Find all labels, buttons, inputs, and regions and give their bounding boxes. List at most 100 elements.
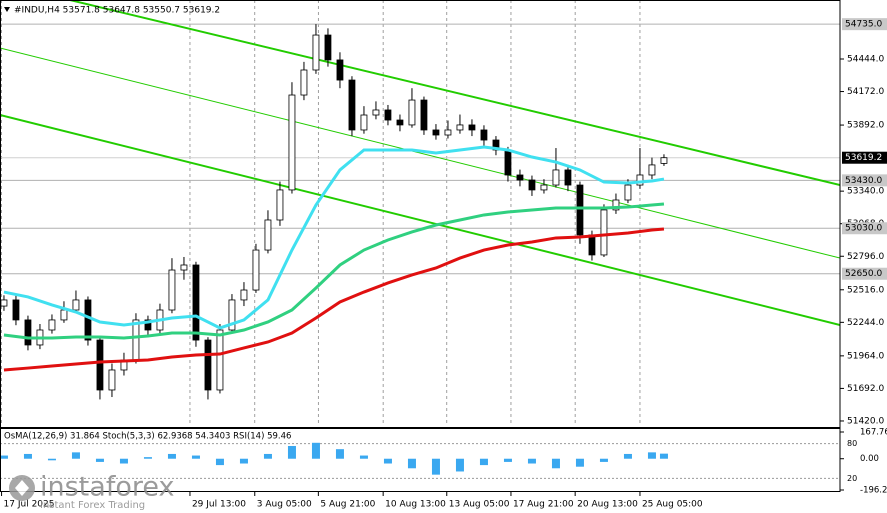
osma-bar [287,445,296,459]
level-box [842,174,887,187]
osma-bar [575,458,584,467]
candle-body [540,184,548,191]
candle-body [276,189,284,221]
x-tick-label: 25 Aug 05:00 [642,500,703,510]
candle-body [24,319,32,346]
y-tick-label: 53340.0 [847,187,884,197]
candle-body [12,299,20,321]
moving-average [3,145,665,330]
osma-bar [23,453,32,459]
candle-body [396,119,404,126]
trendline [65,0,840,187]
osma-bar [647,452,656,459]
indicator-tick-label: -196.272 [860,486,887,496]
y-tick-label: 53892.0 [847,121,884,131]
title-icon [4,7,10,12]
candle-body [648,164,656,176]
osma-bar [335,449,344,459]
osma-bar [431,458,440,475]
y-tick-label: 52796.0 [847,252,884,262]
chart-title: #INDU,H4 53571.8 53647.8 53550.7 53619.2 [14,6,220,16]
level-box [842,267,887,280]
osma-bar [263,453,272,459]
osma-bar [359,455,368,459]
y-tick-label: 52516.0 [847,285,884,295]
y-tick-label: 54172.0 [847,87,884,97]
level-box [842,18,887,31]
candle-body [132,319,140,361]
y-tick-label: 51692.0 [847,384,884,394]
candle-body [312,34,320,71]
candle-body [612,199,620,211]
candle-body [60,309,68,321]
x-tick-label: 20 Aug 13:00 [577,500,638,510]
stoch-level-label: 20 [847,474,857,483]
candle-body [384,109,392,121]
x-tick-label: 17 Jul 2025 [4,500,55,510]
x-tick-label: 17 Aug 21:00 [513,500,574,510]
x-tick-label: 13 Aug 05:00 [449,500,510,510]
trendline [0,114,840,326]
candle-body [528,179,536,191]
candle-body [600,209,608,256]
candle-body [180,264,188,271]
y-tick-label: 51964.0 [847,351,884,361]
osma-bar [551,458,560,469]
osma-bar [503,458,512,462]
candle-body [504,149,512,176]
stoch-level-label: 80 [847,439,857,448]
osma-bar [311,442,320,459]
osma-bar [167,453,176,459]
indicator-pane [0,442,840,479]
osma-bar [479,458,488,466]
x-tick-label: 5 Aug 21:00 [320,500,375,510]
candle-body [228,299,236,331]
level-label: 54735.0 [845,20,882,30]
candle-body [516,174,524,181]
level-label: 52650.0 [845,269,882,279]
candle-body [468,124,476,131]
candle-body [0,299,8,307]
candle-body [288,94,296,191]
osma-bar [215,458,224,466]
x-tick-label: 29 Jul 13:00 [192,500,246,510]
osma-bar [383,458,392,464]
candle-body [564,169,572,186]
candle-body [204,339,212,391]
candle-body [72,299,80,311]
y-tick-label: 51420.0 [847,416,884,426]
candle-body [360,114,368,131]
level-box [842,222,887,235]
candle-body [144,319,152,331]
candle-body [420,99,428,131]
candle-body [252,249,260,291]
logo: instaforex Instant Forex Trading [9,472,174,511]
candle-body [660,157,668,164]
y-tick-label: 54444.0 [847,54,884,64]
candle-body [372,109,380,116]
logo-icon-mark [15,480,29,496]
osma-bar [407,458,416,469]
candle-body [300,69,308,96]
main-frame [0,0,841,428]
osma-bar [599,458,608,462]
candle-body [456,124,464,131]
y-tick-label: 52244.0 [847,318,884,328]
osma-bar [119,458,128,464]
candle-body [636,174,644,186]
level-label: 53430.0 [845,176,882,186]
candle-body [264,219,272,251]
candle-body [444,129,452,136]
indicator-tick-label: 167.769 [860,428,887,438]
axes: 54444.054172.053892.053340.053068.052796… [1,18,887,510]
candle-body [96,339,104,391]
x-tick-label: 3 Aug 05:00 [257,500,312,510]
osma-bar [527,458,536,464]
osma-bar [71,452,80,459]
osma-bar [659,453,668,459]
trendline [0,47,840,259]
candle-body [552,169,560,186]
current-price-box [842,151,887,164]
moving-average [3,202,665,340]
